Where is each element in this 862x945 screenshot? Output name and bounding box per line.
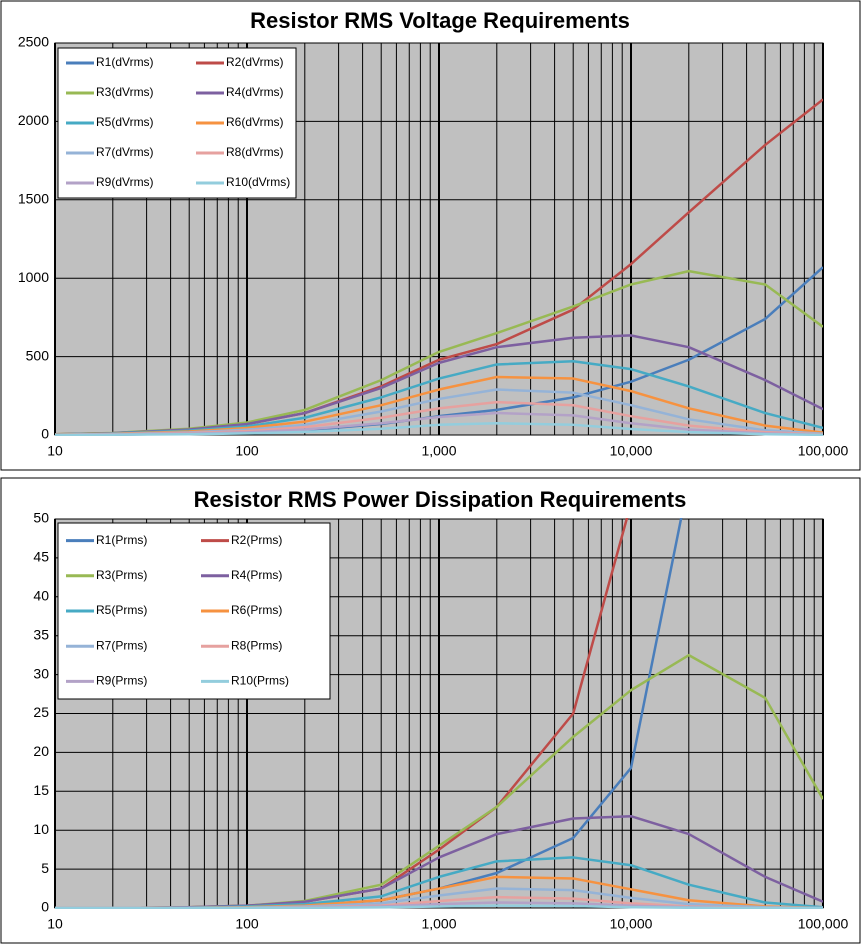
legend-label: R10(Prms) [231,674,289,688]
y-tick-label: 35 [33,626,49,642]
y-tick-label: 0 [41,899,49,915]
legend-label: R1(dVrms) [96,55,154,69]
legend-label: R9(dVrms) [96,175,154,189]
x-tick-label: 100,000 [798,443,849,459]
legend-label: R9(Prms) [96,674,147,688]
legend-label: R10(dVrms) [226,175,290,189]
y-tick-label: 45 [33,549,49,565]
legend-label: R7(dVrms) [96,145,154,159]
y-tick-label: 1000 [18,269,49,285]
chart-title: Resistor RMS Power Dissipation Requireme… [194,487,687,512]
y-tick-label: 2000 [18,112,49,128]
x-tick-label: 1,000 [421,443,456,459]
y-tick-label: 0 [41,426,49,442]
legend-label: R3(Prms) [96,568,147,582]
legend-label: R5(Prms) [96,603,147,617]
series-line [55,904,823,909]
y-tick-label: 2500 [18,34,49,50]
legend-label: R8(dVrms) [226,145,284,159]
plot-border [54,42,824,436]
x-tick-label: 10,000 [610,916,653,932]
legend-label: R6(dVrms) [226,115,284,129]
y-tick-label: 5 [41,860,49,876]
x-tick-label: 100,000 [798,916,849,932]
y-tick-label: 50 [33,510,49,526]
x-tick-label: 10 [47,916,63,932]
legend-label: R7(Prms) [96,638,147,652]
y-tick-label: 10 [33,821,49,837]
x-tick-label: 1,000 [421,916,456,932]
y-tick-label: 40 [33,588,49,604]
legend-box [57,47,297,199]
legend-label: R3(dVrms) [96,85,154,99]
y-tick-label: 25 [33,704,49,720]
legend-box [57,522,331,700]
x-tick-label: 10,000 [610,443,653,459]
legend-label: R1(Prms) [96,533,147,547]
y-tick-label: 1500 [18,191,49,207]
legend-label: R4(Prms) [231,568,282,582]
legend-label: R4(dVrms) [226,85,284,99]
legend-label: R2(dVrms) [226,55,284,69]
y-tick-label: 500 [26,347,50,363]
chart-title: Resistor RMS Voltage Requirements [250,8,630,33]
series-group [55,98,823,436]
x-tick-label: 100 [235,443,259,459]
legend-label: R8(Prms) [231,638,282,652]
series-group [55,518,823,909]
legend-label: R5(dVrms) [96,115,154,129]
plot-border [54,518,824,909]
y-tick-label: 30 [33,665,49,681]
x-tick-label: 10 [47,443,63,459]
legend-label: R6(Prms) [231,603,282,617]
y-tick-label: 20 [33,743,49,759]
legend-label: R2(Prms) [231,533,282,547]
x-tick-label: 100 [235,916,259,932]
y-tick-label: 15 [33,782,49,798]
series-line [55,421,823,436]
